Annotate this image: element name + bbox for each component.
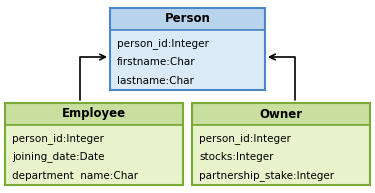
Text: partnership_stake:Integer: partnership_stake:Integer bbox=[199, 170, 334, 181]
Bar bbox=[192, 103, 370, 125]
Bar bbox=[5, 103, 183, 185]
Bar bbox=[5, 103, 183, 125]
Text: Owner: Owner bbox=[260, 108, 303, 120]
Text: lastname:Char: lastname:Char bbox=[117, 76, 194, 86]
Bar bbox=[192, 103, 370, 185]
Bar bbox=[192, 125, 370, 185]
Text: person_id:Integer: person_id:Integer bbox=[199, 133, 291, 144]
Text: Person: Person bbox=[165, 13, 210, 25]
Bar bbox=[110, 8, 265, 30]
Bar bbox=[110, 8, 265, 90]
Text: stocks:Integer: stocks:Integer bbox=[199, 152, 273, 162]
Text: person_id:Integer: person_id:Integer bbox=[12, 133, 104, 144]
Text: person_id:Integer: person_id:Integer bbox=[117, 38, 209, 49]
Bar bbox=[5, 125, 183, 185]
Text: joining_date:Date: joining_date:Date bbox=[12, 152, 105, 163]
Bar bbox=[110, 30, 265, 90]
Text: firstname:Char: firstname:Char bbox=[117, 57, 196, 67]
Text: department  name:Char: department name:Char bbox=[12, 171, 138, 181]
Text: Employee: Employee bbox=[62, 108, 126, 120]
